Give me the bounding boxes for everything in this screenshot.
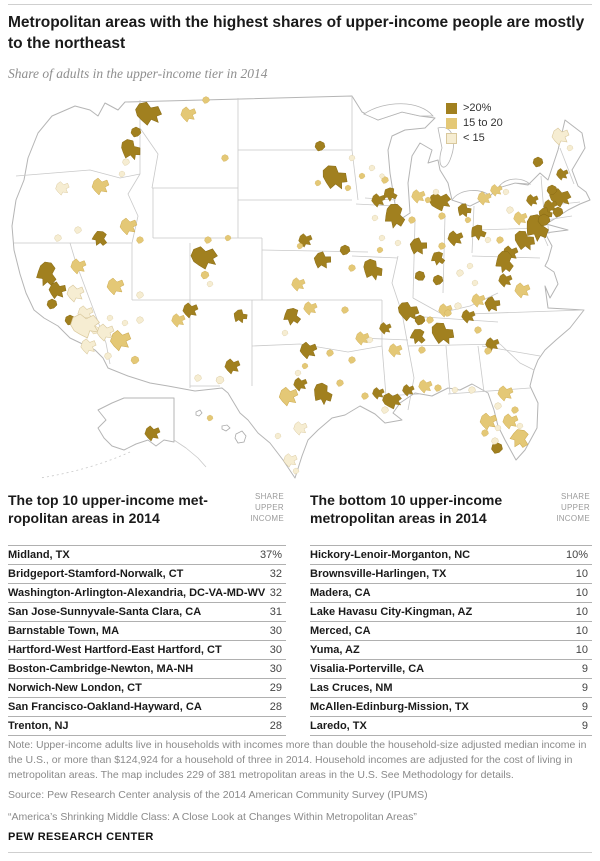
footnote: Note: Upper-income adults live in househ… <box>8 739 587 781</box>
bottom-10-share-column-header: SHARE UPPER INCOME <box>556 492 590 523</box>
metro-share: 10 <box>575 644 588 656</box>
pew-wordmark: PEW RESEARCH CENTER <box>8 831 154 843</box>
metro-name: Midland, TX <box>8 549 70 561</box>
bottom-10-table-header: The bottom 10 upper-income metropolitan … <box>310 491 592 545</box>
table-row: Las Cruces, NM 9 <box>310 679 592 698</box>
metro-share: 9 <box>581 720 588 732</box>
table-row: McAllen-Edinburg-Mission, TX 9 <box>310 698 592 717</box>
table-row: Washington-Arlington-Alexandria, DC-VA-M… <box>8 584 286 603</box>
metro-share: 10% <box>565 549 588 561</box>
metro-name: Visalia-Porterville, CA <box>310 663 425 675</box>
bottom-10-table: The bottom 10 upper-income metropolitan … <box>310 491 592 736</box>
page-title: Metropolitan areas with the highest shar… <box>8 14 585 52</box>
metro-share: 37% <box>259 549 282 561</box>
metro-share: 9 <box>581 663 588 675</box>
table-row: Merced, CA 10 <box>310 622 592 641</box>
metro-share: 32 <box>269 587 282 599</box>
source-line: Source: Pew Research Center analysis of … <box>8 789 428 801</box>
metro-name: McAllen-Edinburg-Mission, TX <box>310 701 469 713</box>
alaska-inset <box>39 397 207 479</box>
table-row: Barnstable Town, MA 30 <box>8 622 286 641</box>
metro-share: 30 <box>269 625 282 637</box>
top-10-share-column-header: SHARE UPPER INCOME <box>250 492 284 523</box>
table-row: San Jose-Sunnyvale-Santa Clara, CA 31 <box>8 603 286 622</box>
table-row: Midland, TX 37% <box>8 546 286 565</box>
metro-name: Las Cruces, NM <box>310 682 393 694</box>
table-row: San Francisco-Oakland-Hayward, CA 28 <box>8 698 286 717</box>
metro-name: Trenton, NJ <box>8 720 69 732</box>
metro-share: 10 <box>575 606 588 618</box>
table-row: Yuma, AZ 10 <box>310 641 592 660</box>
metro-share: 30 <box>269 663 282 675</box>
metro-share: 10 <box>575 625 588 637</box>
metro-share: 30 <box>269 644 282 656</box>
legend-item-lt15: < 15 <box>446 132 503 144</box>
metro-name: Boston-Cambridge-Newton, MA-NH <box>8 663 194 675</box>
metro-share: 29 <box>269 682 282 694</box>
us-choropleth-map <box>0 88 600 490</box>
table-row: Bridgeport-Stamford-Norwalk, CT 32 <box>8 565 286 584</box>
metro-name: Lake Havasu City-Kingman, AZ <box>310 606 473 618</box>
bottom-10-table-title: The bottom 10 upper-income metropolitan … <box>310 492 503 527</box>
metro-name: Yuma, AZ <box>310 644 360 656</box>
metro-share: 10 <box>575 587 588 599</box>
legend-swatch-lt15 <box>446 132 457 144</box>
legend-label-gt20: >20% <box>463 102 492 114</box>
legend-label-15to20: 15 to 20 <box>463 117 503 129</box>
top-10-table-title: The top 10 upper-income met- ropolitan a… <box>8 492 208 527</box>
legend-label-lt15: < 15 <box>463 132 485 144</box>
metro-name: Bridgeport-Stamford-Norwalk, CT <box>8 568 184 580</box>
top-10-table-header: The top 10 upper-income met- ropolitan a… <box>8 491 286 545</box>
table-row: Boston-Cambridge-Newton, MA-NH 30 <box>8 660 286 679</box>
us-map-svg <box>11 95 591 479</box>
metro-name: San Francisco-Oakland-Hayward, CA <box>8 701 202 713</box>
metro-name: Merced, CA <box>310 625 371 637</box>
table-row: Visalia-Porterville, CA 9 <box>310 660 592 679</box>
state-borders <box>14 96 585 411</box>
metro-name: Washington-Arlington-Alexandria, DC-VA-M… <box>8 587 266 599</box>
table-row: Madera, CA 10 <box>310 584 592 603</box>
top-10-rows: Midland, TX 37% Bridgeport-Stamford-Norwa… <box>8 545 286 736</box>
table-row: Norwich-New London, CT 29 <box>8 679 286 698</box>
page-subtitle: Share of adults in the upper-income tier… <box>8 66 268 81</box>
report-title: “America’s Shrinking Middle Class: A Clo… <box>8 811 417 823</box>
legend-swatch-gt20 <box>446 102 457 114</box>
table-row: Hartford-West Hartford-East Hartford, CT… <box>8 641 286 660</box>
table-row: Laredo, TX 9 <box>310 717 592 736</box>
metro-name: Brownsville-Harlingen, TX <box>310 568 447 580</box>
bottom-divider <box>8 852 592 853</box>
table-row: Hickory-Lenoir-Morganton, NC 10% <box>310 546 592 565</box>
metro-name: Madera, CA <box>310 587 371 599</box>
metro-share: 28 <box>269 701 282 713</box>
metro-name: Hickory-Lenoir-Morganton, NC <box>310 549 471 561</box>
hawaii-inset <box>195 409 247 444</box>
metro-share: 32 <box>269 568 282 580</box>
metro-share: 10 <box>575 568 588 580</box>
metro-share: 31 <box>269 606 282 618</box>
metro-share: 9 <box>581 682 588 694</box>
metro-share: 28 <box>269 720 282 732</box>
bottom-10-rows: Hickory-Lenoir-Morganton, NC 10% Brownsvi… <box>310 545 592 736</box>
legend-swatch-15to20 <box>446 117 457 129</box>
table-row: Lake Havasu City-Kingman, AZ 10 <box>310 603 592 622</box>
metro-name: Hartford-West Hartford-East Hartford, CT <box>8 644 222 656</box>
metro-share: 9 <box>581 701 588 713</box>
legend-item-gt20: >20% <box>446 102 503 114</box>
metro-name: Laredo, TX <box>310 720 367 732</box>
metro-name: Barnstable Town, MA <box>8 625 120 637</box>
metro-name: Norwich-New London, CT <box>8 682 142 694</box>
top-10-table: The top 10 upper-income met- ropolitan a… <box>8 491 286 736</box>
map-legend: >20% 15 to 20 < 15 <box>446 102 503 147</box>
table-row: Trenton, NJ 28 <box>8 717 286 736</box>
metro-name: San Jose-Sunnyvale-Santa Clara, CA <box>8 606 202 618</box>
legend-item-15to20: 15 to 20 <box>446 117 503 129</box>
top-divider <box>8 4 592 5</box>
table-row: Brownsville-Harlingen, TX 10 <box>310 565 592 584</box>
